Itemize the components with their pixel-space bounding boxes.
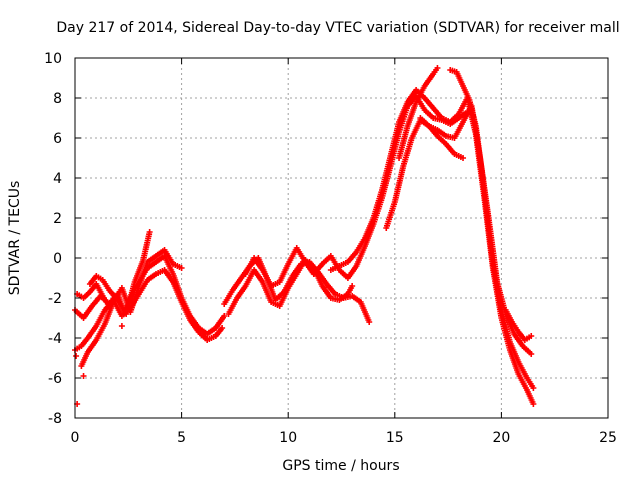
data-series-track	[74, 281, 113, 309]
data-series-track	[417, 115, 467, 161]
data-series-track	[86, 229, 153, 317]
y-tick-labels: -8 -6 -4 -2 0 2 4 6 8 10	[44, 51, 62, 427]
axis-ticks	[74, 57, 609, 419]
y-tick-label: -2	[48, 291, 62, 307]
chart-title: Day 217 of 2014, Sidereal Day-to-day VTE…	[56, 20, 619, 36]
data-point-marker	[146, 229, 153, 235]
data-point-marker	[221, 313, 228, 319]
data-series-track	[502, 307, 535, 343]
x-axis-label: GPS time / hours	[282, 458, 399, 474]
x-tick-label: 0	[71, 430, 80, 446]
data-series-track	[225, 257, 356, 317]
data-series-track	[396, 65, 441, 161]
data-point-marker	[530, 385, 537, 391]
data-point-marker	[528, 351, 535, 357]
data-point-marker	[366, 319, 373, 325]
x-tick-label: 5	[177, 430, 186, 446]
y-tick-label: 10	[44, 51, 62, 67]
data-series-track	[242, 93, 471, 289]
grid-lines	[75, 58, 608, 418]
x-tick-label: 15	[386, 430, 404, 446]
data-series-track	[327, 87, 537, 407]
data-point-marker	[530, 401, 537, 407]
y-tick-label: 2	[53, 211, 62, 227]
data-series-track	[447, 67, 537, 391]
data-point-marker	[106, 303, 113, 309]
data-point-marker	[73, 353, 80, 359]
data-point-marker	[434, 65, 441, 71]
x-tick-label: 10	[279, 430, 297, 446]
data-point-marker	[80, 373, 87, 379]
y-tick-label: -8	[48, 411, 62, 427]
data-series	[72, 65, 537, 407]
y-tick-label: -6	[48, 371, 62, 387]
y-tick-label: 6	[53, 131, 62, 147]
y-tick-label: 8	[53, 91, 62, 107]
data-point-marker	[528, 333, 535, 339]
y-tick-label: -4	[48, 331, 62, 347]
plot-frame	[74, 57, 609, 419]
x-tick-label: 20	[492, 430, 510, 446]
y-axis-label: SDTVAR / TECUs	[7, 181, 23, 296]
data-point-marker	[349, 283, 356, 289]
data-point-marker	[118, 323, 125, 329]
y-tick-label: 0	[53, 251, 62, 267]
data-point-marker	[219, 325, 226, 331]
data-point-marker	[178, 265, 185, 271]
x-tick-labels: 0 5 10 15 20 25	[71, 430, 617, 446]
y-tick-label: 4	[53, 171, 62, 187]
data-point-marker	[460, 155, 467, 161]
x-tick-label: 25	[599, 430, 617, 446]
